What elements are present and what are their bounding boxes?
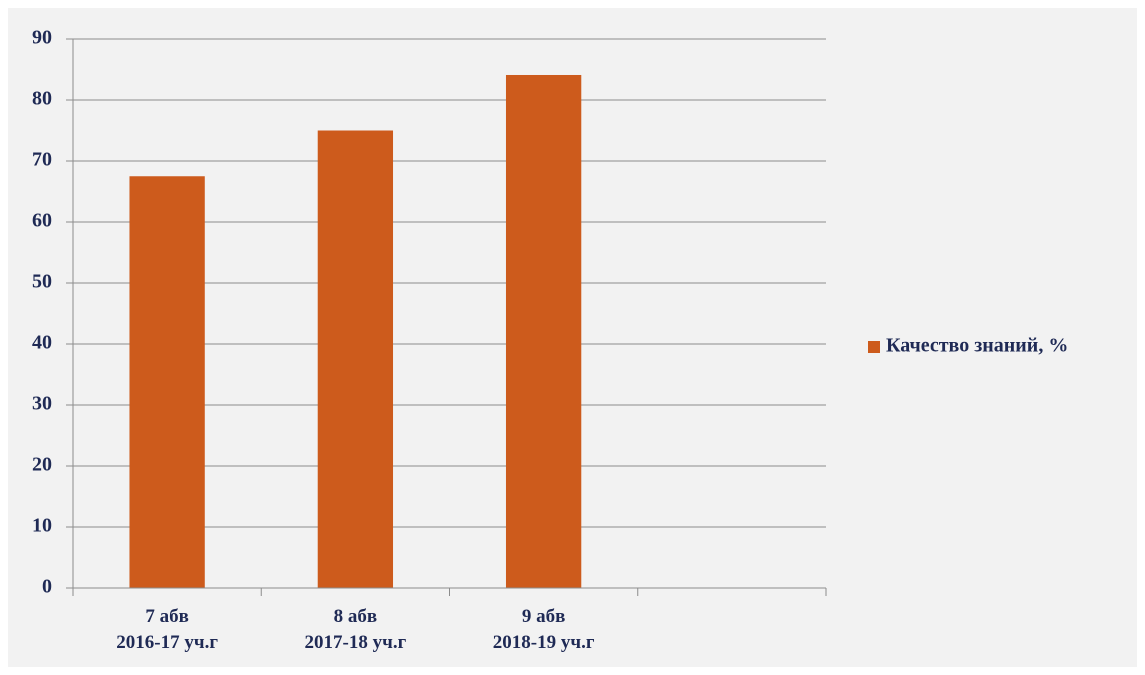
x-tick-label-line: 2016-17 уч.г bbox=[116, 632, 218, 653]
y-tick-label: 80 bbox=[32, 88, 52, 110]
x-tick-label: 9 абв 2018-19 уч.г bbox=[493, 606, 595, 653]
legend-label: Качество знаний, % bbox=[886, 335, 1068, 357]
y-tick-label: 40 bbox=[32, 332, 52, 354]
x-tick-label-line: 9 абв bbox=[522, 606, 566, 627]
y-tick-label: 50 bbox=[32, 271, 52, 293]
legend-swatch bbox=[868, 341, 880, 353]
y-tick-label: 30 bbox=[32, 393, 52, 415]
y-tick-label: 10 bbox=[32, 515, 52, 537]
y-tick-label: 60 bbox=[32, 210, 52, 232]
bar bbox=[317, 130, 394, 588]
y-tick-label: 70 bbox=[32, 149, 52, 171]
y-tick-label: 20 bbox=[32, 454, 52, 476]
x-tick-label-line: 2017-18 уч.г bbox=[305, 632, 407, 653]
bar bbox=[505, 74, 582, 589]
y-tick-label: 90 bbox=[32, 27, 52, 49]
x-tick-label-line: 8 абв bbox=[334, 606, 378, 627]
x-tick-label: 8 абв 2017-18 уч.г bbox=[305, 606, 407, 653]
x-tick-label-line: 7 абв bbox=[145, 606, 189, 627]
x-tick-label: 7 абв 2016-17 уч.г bbox=[116, 606, 218, 653]
y-tick-label: 0 bbox=[42, 576, 52, 598]
x-tick-label-line: 2018-19 уч.г bbox=[493, 632, 595, 653]
bar bbox=[129, 176, 205, 588]
